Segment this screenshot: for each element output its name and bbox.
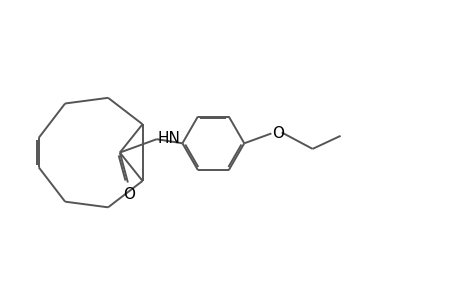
Text: HN: HN [157, 131, 180, 146]
Text: O: O [123, 187, 134, 202]
Text: O: O [272, 126, 284, 141]
